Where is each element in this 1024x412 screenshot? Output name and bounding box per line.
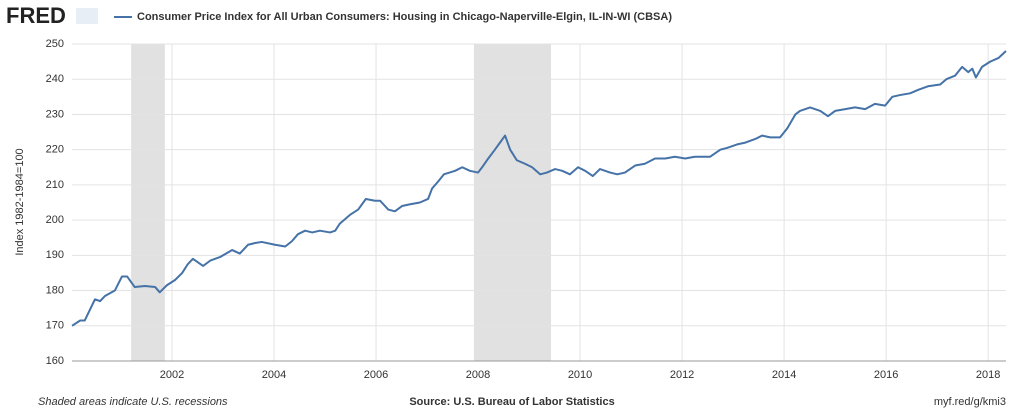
y-tick-label: 230: [46, 108, 64, 120]
recession-band: [131, 44, 165, 361]
x-tick-label: 2006: [364, 369, 388, 381]
data-line: [71, 50, 1007, 327]
y-tick-label: 220: [46, 144, 64, 156]
footer-link: myf.red/g/kmi3: [934, 396, 1006, 408]
y-tick-label: 240: [46, 73, 64, 85]
x-tick-label: 2002: [160, 369, 184, 381]
x-tick-label: 2010: [568, 369, 592, 381]
legend-label: Consumer Price Index for All Urban Consu…: [137, 11, 672, 23]
logo-icon: [76, 8, 98, 24]
y-tick-label: 210: [46, 179, 64, 191]
footer-note: Shaded areas indicate U.S. recessions: [38, 396, 228, 408]
x-tick-label: 2018: [976, 369, 1000, 381]
footer-source: Source: U.S. Bureau of Labor Statistics: [409, 396, 614, 408]
y-axis-label: Index 1982-1984=100: [14, 148, 26, 255]
x-tick-label: 2008: [466, 369, 490, 381]
x-tick-label: 2004: [262, 369, 286, 381]
x-tick-label: 2016: [874, 369, 898, 381]
x-tick-label: 2014: [772, 369, 796, 381]
brand-logo: FRED: [6, 3, 66, 28]
y-tick-label: 160: [46, 355, 64, 367]
x-tick-label: 2012: [670, 369, 694, 381]
y-tick-label: 180: [46, 284, 64, 296]
y-tick-label: 200: [46, 214, 64, 226]
recession-band: [473, 44, 551, 361]
y-tick-label: 190: [46, 249, 64, 261]
y-tick-label: 170: [46, 320, 64, 332]
y-tick-label: 250: [46, 38, 64, 50]
